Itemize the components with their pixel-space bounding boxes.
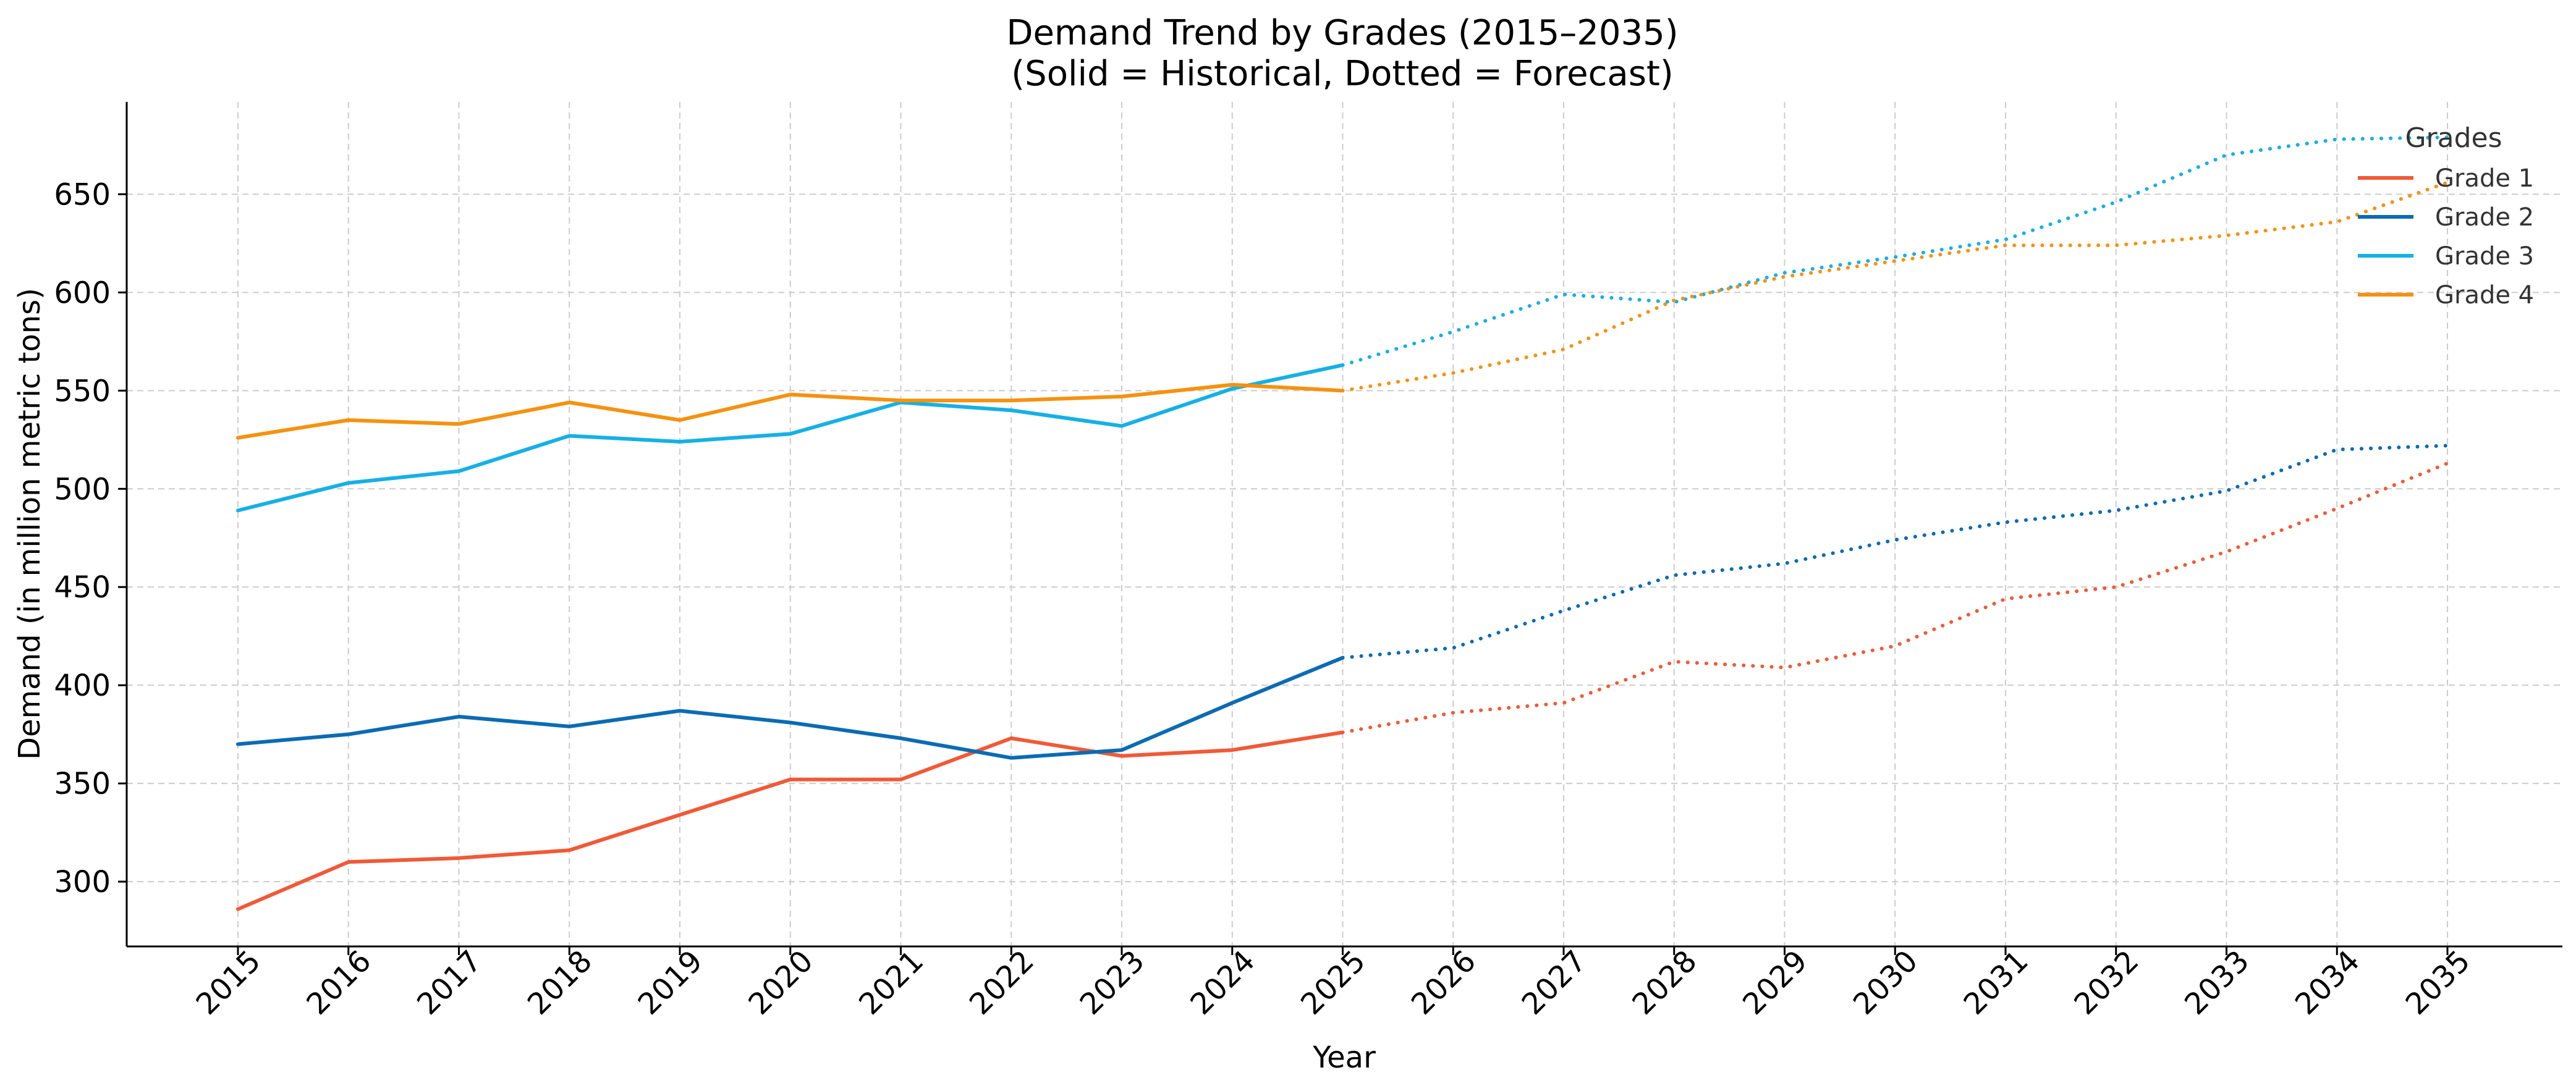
legend-label-grade-2: Grade 2 (2435, 203, 2534, 232)
legend-label-grade-3: Grade 3 (2435, 242, 2534, 271)
x-tick-label: 2019 (632, 944, 710, 1022)
y-tick-label: 350 (54, 767, 111, 801)
x-tick-label: 2029 (1736, 944, 1814, 1022)
x-tick-label: 2033 (2178, 944, 2256, 1022)
x-tick-label: 2027 (1515, 944, 1593, 1022)
series-grade-2-historical (236, 655, 1345, 760)
series-grade-2-forecast (1341, 444, 2449, 660)
series-grade-4-forecast (1341, 180, 2449, 393)
grid (127, 102, 2562, 946)
x-tick-label: 2028 (1625, 944, 1703, 1022)
x-tick-label: 2031 (1957, 944, 2035, 1022)
x-tick-label: 2015 (190, 944, 268, 1022)
x-tick-label: 2016 (300, 944, 378, 1022)
legend: Grades Grade 1 Grade 2 Grade 3 Grade 4 (2358, 122, 2534, 310)
legend-title: Grades (2405, 122, 2502, 154)
x-tick-label: 2017 (410, 944, 488, 1022)
axis-ticks: 2015 2016 2017 2018 2019 2020 2021 2022 2023 2024… (54, 177, 2476, 1021)
x-tick-label: 2020 (742, 944, 820, 1022)
y-tick-label: 550 (54, 374, 111, 408)
x-tick-label: 2025 (1294, 944, 1372, 1022)
x-tick-label: 2026 (1405, 944, 1483, 1022)
series-grade-3-forecast (1341, 135, 2449, 367)
legend-label-grade-4: Grade 4 (2435, 281, 2534, 310)
series-grade-4-historical (236, 382, 1345, 440)
chart-subtitle: (Solid = Historical, Dotted = Forecast) (1011, 54, 1673, 94)
y-tick-label: 300 (54, 865, 111, 899)
x-tick-label: 2018 (521, 944, 599, 1022)
y-tick-label: 600 (54, 276, 111, 310)
y-tick-label: 650 (54, 177, 111, 212)
series-lines (236, 135, 2449, 911)
chart-title: Demand Trend by Grades (2015–2035) (1006, 13, 1678, 53)
x-tick-label: 2035 (2399, 944, 2477, 1022)
y-tick-label: 500 (54, 472, 111, 507)
x-axis-label: Year (1312, 1040, 1376, 1075)
x-tick-label: 2023 (1074, 944, 1151, 1022)
y-axis-label: Demand (in million metric tons) (12, 288, 47, 760)
x-tick-label: 2032 (2067, 944, 2145, 1022)
x-tick-label: 2030 (1847, 944, 1925, 1022)
series-grade-3-historical (236, 363, 1345, 513)
legend-label-grade-1: Grade 1 (2435, 164, 2534, 193)
x-tick-label: 2022 (963, 944, 1041, 1022)
x-tick-label: 2021 (852, 944, 930, 1022)
y-tick-label: 450 (54, 570, 111, 605)
series-grade-1-forecast (1341, 461, 2449, 735)
series-grade-1-historical (236, 730, 1345, 911)
legend-items: Grade 1 Grade 2 Grade 3 Grade 4 (2358, 164, 2534, 310)
x-tick-label: 2024 (1184, 944, 1261, 1022)
x-tick-label: 2034 (2289, 944, 2366, 1022)
y-tick-label: 400 (54, 668, 111, 703)
